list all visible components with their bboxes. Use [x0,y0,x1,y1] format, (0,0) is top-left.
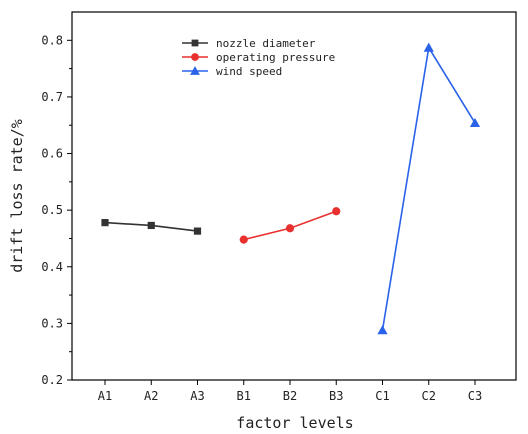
x-tick-label: B2 [283,389,297,403]
y-tick-label: 0.5 [41,203,63,217]
series-layer [101,42,481,335]
y-axis: 0.2 0.3 0.4 0.5 0.6 0.7 0.8 [41,33,72,387]
data-point [332,207,341,216]
series-operating-pressure [239,207,341,244]
legend-marker [191,39,199,47]
legend-item: wind speed [182,65,282,78]
y-tick-label: 0.8 [41,33,63,47]
x-axis-title: factor levels [236,414,353,432]
data-point [423,42,434,52]
x-tick-label: B3 [329,389,343,403]
x-tick-label: C2 [422,389,436,403]
data-point [101,219,109,227]
y-tick-label: 0.2 [41,373,63,387]
x-tick-label: A2 [144,389,158,403]
data-point [377,325,388,335]
legend-item: operating pressure [182,51,335,64]
y-tick-label: 0.4 [41,260,63,274]
data-point [469,117,481,128]
x-tick-label: A3 [190,389,204,403]
y-axis-title: drift loss rate/% [8,119,26,273]
series-wind-speed [377,42,481,335]
legend-marker [191,53,199,61]
plot-frame [71,11,517,381]
x-tick-label: A1 [98,389,112,403]
data-point [285,224,295,233]
y-tick-label: 0.3 [41,316,63,330]
y-tick-label: 0.6 [41,147,63,161]
legend-item: nozzle diameter [182,37,316,50]
series-line [381,45,476,331]
y-tick-label: 0.7 [41,90,63,104]
legend-marker [190,66,200,75]
plot-border [71,11,517,381]
x-tick-label: C1 [375,389,389,403]
data-point [193,227,202,235]
x-axis: A1 A2 A3 B1 B2 B3 C1 C2 C3 [98,380,482,403]
legend-label: operating pressure [216,51,335,64]
data-point [239,235,248,244]
legend-label: wind speed [216,65,282,78]
legend-label: nozzle diameter [216,37,316,50]
series-nozzle-diameter [101,219,202,235]
data-point [147,221,155,230]
x-tick-label: B1 [237,389,251,403]
x-tick-label: C3 [468,389,482,403]
